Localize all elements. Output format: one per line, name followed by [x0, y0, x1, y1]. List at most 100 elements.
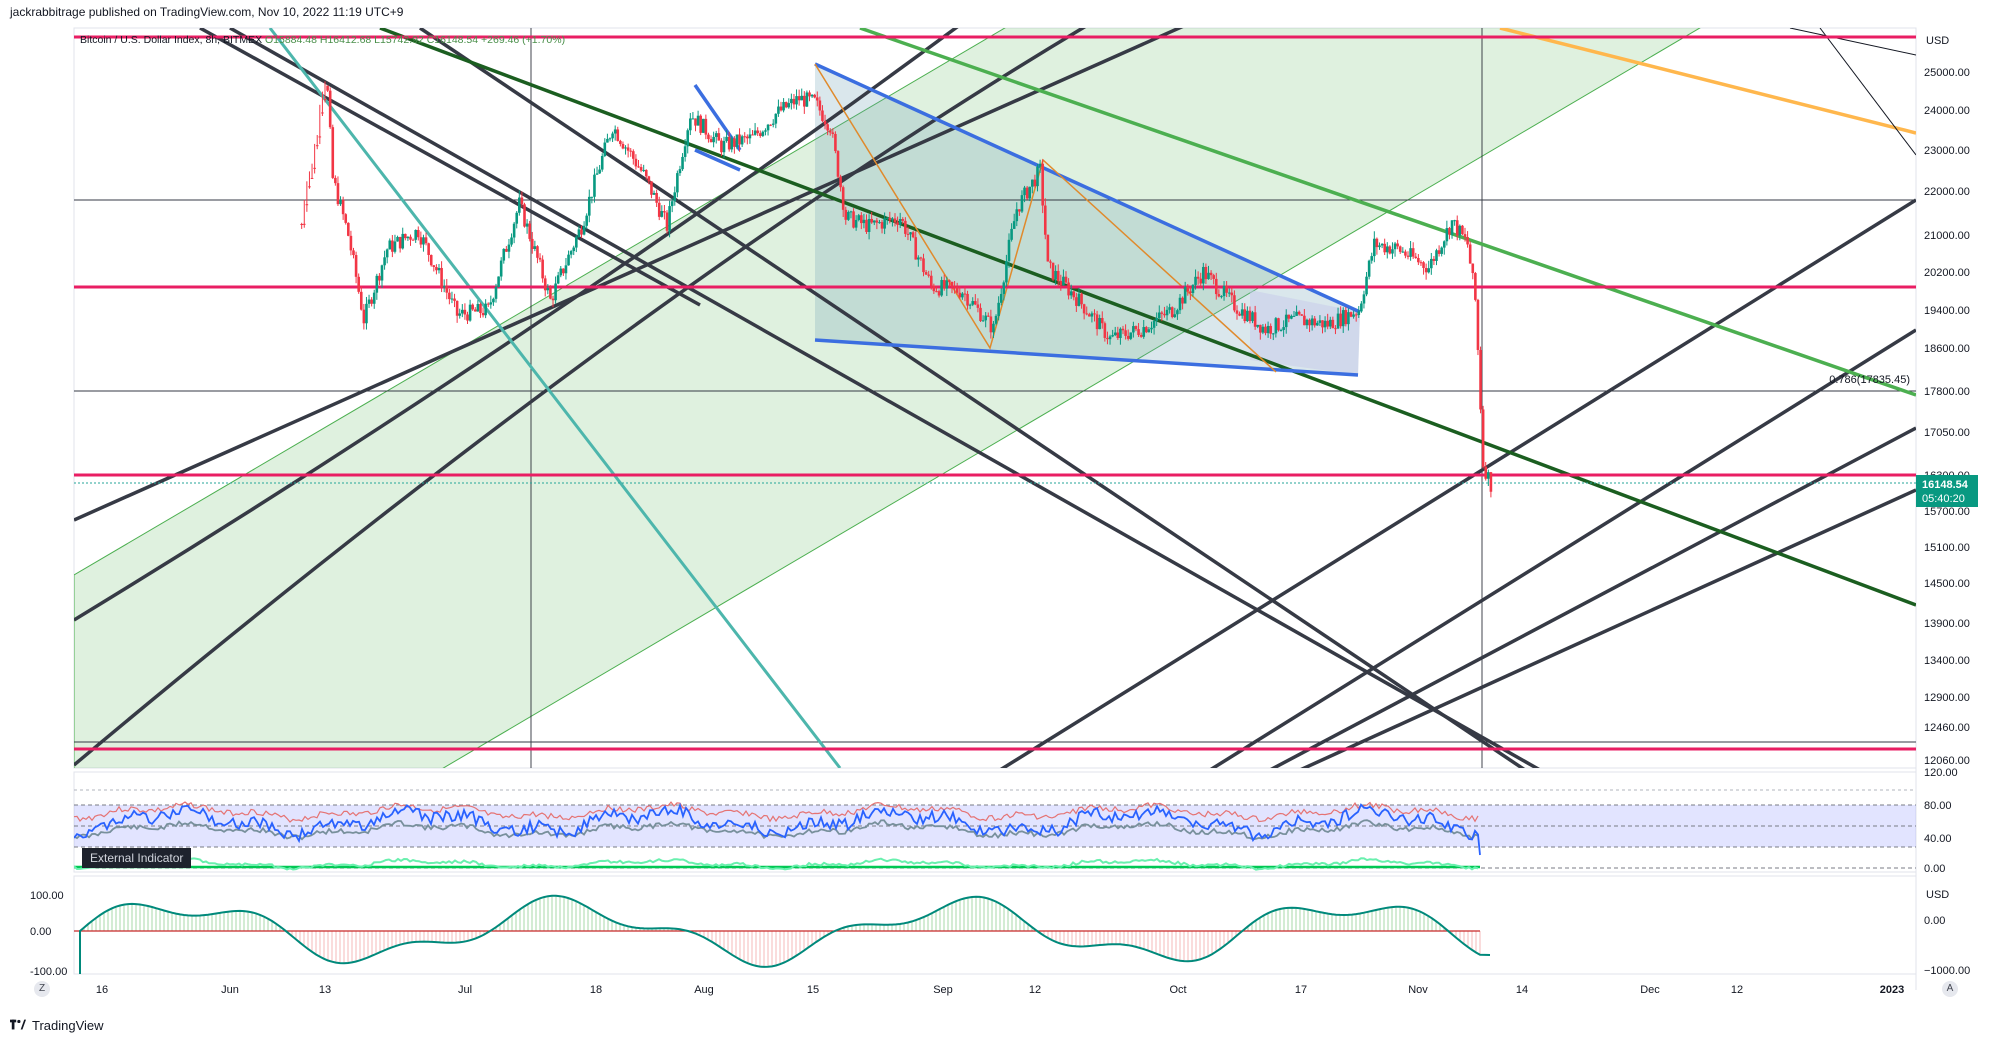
candle-body	[937, 291, 941, 296]
candle-body	[473, 309, 477, 312]
candle-body	[805, 92, 809, 107]
candle-body	[1020, 195, 1024, 212]
candle-body	[1041, 163, 1044, 206]
candle-body	[1474, 273, 1477, 300]
candle-body	[1476, 299, 1480, 350]
candle-body	[494, 286, 498, 299]
candle-body	[370, 299, 373, 304]
candle-body	[528, 223, 531, 239]
candle-body	[1090, 313, 1094, 317]
candle-body	[906, 233, 910, 235]
price-tick-label: 21000.00	[1924, 230, 1970, 242]
candle-body	[347, 222, 350, 236]
candle-body	[1393, 243, 1397, 250]
candle-body	[367, 299, 371, 304]
candle-body	[1036, 166, 1039, 187]
candle-body	[1062, 276, 1065, 286]
candle-body	[1303, 315, 1306, 326]
candle-body	[834, 133, 837, 152]
candle-body	[1093, 313, 1096, 315]
candle-body	[1352, 314, 1355, 317]
candle-body	[357, 276, 360, 292]
candle-body	[961, 293, 964, 298]
candle-body	[922, 258, 925, 273]
candle-body	[1362, 294, 1366, 304]
oscillator-tick-label: 0.00	[1924, 863, 1945, 875]
candle-body	[372, 292, 376, 304]
candle-body	[1191, 284, 1195, 294]
candle-body	[1038, 163, 1042, 167]
candle-body	[453, 298, 456, 301]
momentum-layer	[74, 894, 1491, 974]
candle-body	[1163, 313, 1166, 316]
candle-body	[787, 103, 791, 108]
candle-body	[484, 303, 487, 316]
candle-body	[1264, 326, 1267, 334]
candle-body	[1466, 237, 1469, 245]
candle-body	[489, 302, 493, 305]
candle-body	[1287, 314, 1291, 319]
momentum-left-label: 100.00	[30, 890, 64, 902]
candle-body	[1212, 275, 1215, 279]
candle-body	[999, 293, 1003, 303]
price-tick-label: 15100.00	[1924, 542, 1970, 554]
orange-trendline	[1499, 28, 1916, 135]
time-axis[interactable]: 16 Jun 13 Jul 18 Aug 15 Sep 12 Oct 17 Nov 14 Dec 12 202…	[96, 984, 1904, 996]
candle-body	[924, 272, 928, 275]
candle-body	[751, 134, 754, 136]
candle-body	[302, 223, 306, 225]
footer-brand[interactable]: TradingView	[10, 1012, 104, 1038]
momentum-left-label: 0.00	[30, 926, 51, 938]
key-levels	[74, 35, 1916, 751]
candle-body	[1225, 285, 1228, 293]
candle-body	[1375, 238, 1379, 248]
price-tick-label: 12900.00	[1924, 692, 1970, 704]
wedge-lower	[814, 338, 1359, 377]
candle-body	[1388, 246, 1392, 254]
candle-body	[1367, 260, 1371, 277]
candle-body	[569, 251, 573, 255]
candle-body	[422, 237, 425, 245]
candle-body	[1489, 472, 1493, 492]
candle-body	[1157, 312, 1161, 319]
candle-body	[971, 301, 975, 305]
candle-body	[940, 280, 943, 296]
candle-body	[419, 237, 423, 245]
candle-body	[673, 192, 677, 202]
candle-body	[525, 223, 529, 227]
candle-body	[1409, 248, 1412, 257]
candle-body	[836, 151, 840, 177]
candle-body	[1227, 292, 1231, 294]
candle-body	[1414, 256, 1418, 258]
candle-body	[1209, 272, 1213, 276]
candle-body	[1404, 251, 1407, 256]
candle-body	[1380, 243, 1384, 246]
candle-body	[663, 211, 666, 213]
time-tick-label: 12	[1029, 984, 1041, 996]
candle-body	[725, 136, 728, 142]
candle-body	[1230, 292, 1234, 296]
candle-body	[427, 243, 430, 255]
candle-body	[308, 186, 311, 188]
candle-body	[932, 285, 936, 292]
candle-body	[681, 156, 684, 170]
symbol-legend[interactable]: Bitcoin / U.S. Dollar Index, 8h, BITMEX …	[80, 34, 565, 46]
zoom-button[interactable]: Z	[34, 981, 50, 997]
candle-body	[854, 219, 858, 228]
candle-body	[1313, 318, 1317, 326]
candle-body	[935, 291, 938, 293]
candle-body	[1217, 294, 1221, 297]
auto-scale-button[interactable]: A	[1942, 981, 1958, 997]
candle-body	[784, 101, 788, 108]
candle-body	[880, 222, 884, 229]
candle-body	[844, 209, 848, 220]
candle-body	[375, 275, 379, 293]
external-indicator-label[interactable]: External Indicator	[82, 848, 192, 868]
candle-body	[1417, 257, 1420, 263]
candle-body	[468, 304, 472, 321]
drawings-layer: 0.786(17835.45)	[74, 28, 1916, 768]
candle-body	[1168, 307, 1171, 310]
price-axis[interactable]: 25000.00 24000.00 23000.00 22000.00 21000.00…	[1924, 67, 1970, 767]
candle-body	[1204, 266, 1208, 280]
